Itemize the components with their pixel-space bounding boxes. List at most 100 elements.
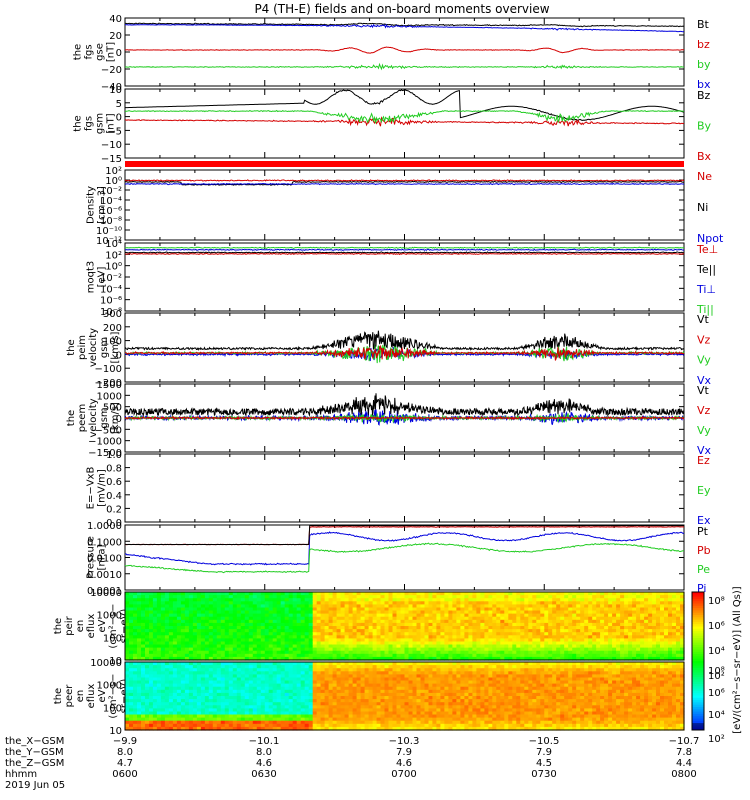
- spectrogram-cell: [416, 592, 422, 596]
- spectrogram-cell: [456, 592, 461, 596]
- spectrogram-cell: [137, 656, 142, 661]
- spectrogram-cell: [616, 635, 621, 639]
- spectrogram-cell: [424, 613, 430, 618]
- spectrogram-cell: [648, 598, 653, 602]
- spectrogram-cell: [260, 692, 266, 697]
- spectrogram-cell: [176, 662, 182, 666]
- spectrogram-cell: [152, 647, 158, 652]
- spectrogram-cell: [648, 622, 653, 627]
- spectrogram-cell: [328, 635, 334, 639]
- spectrogram-cell: [504, 650, 509, 655]
- spectrogram-cell: [388, 601, 394, 605]
- spectrogram-cell: [580, 616, 585, 621]
- spectrogram-cell: [160, 708, 166, 713]
- spectrogram-cell: [468, 610, 473, 615]
- spectrogram-cell: [149, 717, 154, 722]
- spectrogram-cell: [392, 635, 398, 639]
- spectrogram-cell: [548, 641, 553, 646]
- spectrogram-cell: [152, 683, 158, 688]
- spectrogram-cell: [240, 683, 246, 688]
- spectrogram-cell: [141, 607, 146, 612]
- spectrogram-cell: [584, 604, 589, 609]
- spectrogram-cell: [152, 671, 158, 675]
- spectrogram-cell: [156, 610, 162, 615]
- spectrogram-cell: [616, 616, 621, 621]
- spectrogram-cell: [344, 686, 350, 691]
- spectrogram-cell: [133, 689, 138, 694]
- spectrogram-cell: [396, 592, 402, 596]
- spectrogram-cell: [528, 632, 533, 636]
- spectrogram-cell: [240, 616, 246, 621]
- spectrogram-cell: [248, 671, 254, 675]
- spectrogram-cell: [188, 604, 194, 609]
- spectrogram-cell: [160, 702, 166, 706]
- spectrogram-cell: [672, 656, 677, 661]
- spectrogram-cell: [528, 629, 533, 633]
- spectrogram-cell: [344, 656, 350, 661]
- spectrogram-cell: [188, 671, 194, 675]
- spectrogram-cell: [156, 689, 162, 694]
- spectrogram-cell: [160, 720, 166, 725]
- spectrogram-cell: [220, 607, 226, 612]
- spectrogram-cell: [452, 647, 457, 652]
- y-tick-label: −200: [95, 378, 122, 389]
- spectrogram-cell: [336, 619, 342, 624]
- spectrogram-cell: [224, 629, 230, 633]
- spectrogram-cell: [604, 626, 609, 630]
- spectrogram-cell: [324, 680, 330, 685]
- spectrogram-cell: [644, 610, 649, 615]
- spectrogram-cell: [320, 629, 326, 633]
- trace-ni: [124, 180, 685, 186]
- spectrogram-cell: [416, 616, 422, 621]
- spectrogram-cell: [172, 668, 178, 672]
- spectrogram-cell: [628, 607, 633, 612]
- spectrogram-cell: [640, 653, 645, 658]
- spectrogram-cell: [145, 708, 150, 713]
- spectrogram-cell: [156, 647, 162, 652]
- spectrogram-cell: [224, 668, 230, 672]
- spectrogram-cell: [312, 653, 318, 658]
- spectrogram-cell: [292, 607, 298, 612]
- spectrogram-cell: [141, 610, 146, 615]
- spectrogram-cell: [452, 641, 457, 646]
- spectrogram-cell: [236, 601, 242, 605]
- spectrogram-cell: [356, 592, 362, 596]
- spectrogram-cell: [472, 598, 477, 602]
- spectrogram-cell: [172, 711, 178, 716]
- spectrogram-cell: [268, 647, 274, 652]
- spectrogram-cell: [520, 629, 525, 633]
- spectrogram-cell: [268, 595, 274, 599]
- spectrogram-cell: [404, 638, 410, 643]
- spectrogram-cell: [600, 598, 605, 602]
- spectrogram-cell: [612, 629, 617, 633]
- spectrogram-cell: [652, 592, 657, 596]
- spectrogram-cell: [288, 705, 294, 709]
- spectrogram-cell: [404, 622, 410, 627]
- spectrogram-cell: [576, 592, 581, 596]
- spectrogram-cell: [448, 653, 453, 658]
- spectrogram-cell: [272, 668, 278, 672]
- spectrogram-cell: [280, 644, 286, 649]
- spectrogram-cell: [260, 714, 266, 719]
- spectrogram-cell: [452, 626, 457, 630]
- spectrogram-cell: [236, 619, 242, 624]
- spectrogram-cell: [196, 656, 202, 661]
- spectrogram-cell: [212, 680, 218, 685]
- spectrogram-cell: [228, 680, 234, 685]
- spectrogram-cell: [640, 607, 645, 612]
- spectrogram-cell: [516, 656, 521, 661]
- spectrogram-cell: [472, 601, 477, 605]
- spectrogram-cell: [308, 720, 314, 725]
- spectrogram-cell: [372, 641, 378, 646]
- y-tick-label: 0.0: [106, 518, 122, 529]
- spectrogram-cell: [388, 638, 394, 643]
- spectrogram-cell: [152, 702, 158, 706]
- spectrogram-cell: [133, 610, 138, 615]
- spectrogram-cell: [304, 656, 310, 661]
- spectrogram-cell: [432, 616, 437, 621]
- spectrogram-cell: [440, 616, 445, 621]
- spectrogram-cell: [600, 626, 605, 630]
- spectrogram-cell: [384, 601, 390, 605]
- spectrogram-cell: [352, 619, 358, 624]
- spectrogram-cell: [652, 635, 657, 639]
